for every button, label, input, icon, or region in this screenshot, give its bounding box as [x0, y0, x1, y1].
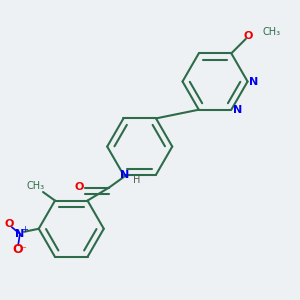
- Text: O: O: [244, 31, 253, 41]
- Text: CH₃: CH₃: [263, 27, 281, 37]
- Text: ⁻: ⁻: [21, 246, 27, 256]
- Text: N: N: [249, 76, 258, 86]
- Text: +: +: [21, 225, 28, 234]
- Text: O: O: [13, 243, 23, 256]
- Text: N: N: [15, 229, 25, 239]
- Text: H: H: [133, 175, 140, 185]
- Text: CH₃: CH₃: [26, 181, 44, 191]
- Text: O: O: [74, 182, 83, 192]
- Text: N: N: [121, 170, 130, 180]
- Text: N: N: [233, 105, 242, 116]
- Text: O: O: [4, 219, 14, 229]
